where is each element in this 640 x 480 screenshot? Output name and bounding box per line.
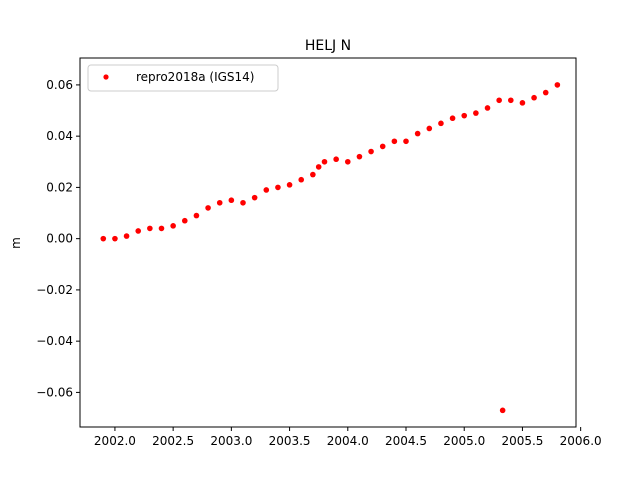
data-point <box>321 158 328 165</box>
data-point <box>158 225 165 232</box>
data-point <box>205 205 211 211</box>
x-tick-label: 2004.5 <box>385 434 427 448</box>
x-tick-label: 2005.5 <box>501 434 543 448</box>
x-tick-label: 2002.0 <box>94 434 136 448</box>
x-tick-label: 2003.5 <box>269 434 311 448</box>
data-point <box>240 199 246 206</box>
y-axis: −0.06 −0.04 −0.02 0.00 0.02 0.04 0.06 <box>36 78 80 399</box>
plot-frame <box>79 57 577 428</box>
x-tick-label: 2003.0 <box>210 434 252 448</box>
data-point <box>123 233 130 239</box>
x-axis: 2002.0 2002.5 2003.0 2003.5 2004.0 2004.5 2005… <box>94 427 602 448</box>
data-point <box>484 105 491 111</box>
x-tick-label: 2002.5 <box>152 434 194 448</box>
y-tick-label: 0.04 <box>46 129 73 143</box>
chart-title: HELJ N <box>305 38 351 54</box>
legend-label: repro2018a (IGS14) <box>136 70 254 84</box>
data-point <box>275 184 281 191</box>
data-point <box>100 235 107 242</box>
y-tick-label: 0.00 <box>46 232 73 246</box>
data-point <box>263 187 270 193</box>
data-point <box>181 217 188 224</box>
data-point <box>315 164 322 170</box>
x-tick-label: 2004.0 <box>327 434 369 448</box>
data-point <box>298 176 305 183</box>
data-point <box>135 228 142 234</box>
data-point <box>531 94 537 101</box>
legend: repro2018a (IGS14) <box>87 64 279 92</box>
data-point <box>554 82 561 88</box>
y-axis-label: m <box>9 237 23 249</box>
y-tick-label: −0.02 <box>36 283 73 297</box>
data-point <box>414 130 421 137</box>
data-point <box>112 235 118 242</box>
data-point <box>519 100 526 106</box>
data-point <box>499 407 506 414</box>
y-tick-label: −0.04 <box>36 334 73 348</box>
data-point <box>356 153 363 160</box>
data-point <box>542 89 549 96</box>
data-point <box>286 182 293 188</box>
data-point <box>216 199 223 206</box>
data-point <box>170 223 176 229</box>
data-point <box>473 110 479 116</box>
legend-box <box>87 64 279 92</box>
x-tick-label: 2005.0 <box>443 434 485 448</box>
x-tick-label: 2006.0 <box>560 434 602 448</box>
data-point <box>333 156 339 163</box>
data-point <box>344 158 351 165</box>
y-tick-label: 0.02 <box>46 180 73 194</box>
data-point <box>449 115 456 122</box>
y-tick-label: −0.06 <box>36 385 73 399</box>
data-point <box>403 138 409 145</box>
data-point <box>391 138 398 145</box>
data-point <box>496 97 502 104</box>
data-point <box>379 143 386 150</box>
data-point <box>251 194 258 201</box>
y-tick-label: 0.06 <box>46 78 73 92</box>
data-point <box>426 125 433 132</box>
data-point <box>508 97 514 104</box>
data-point <box>461 112 468 119</box>
data-point <box>228 197 235 204</box>
data-point <box>368 148 374 155</box>
plot-area <box>100 82 561 414</box>
legend-marker <box>103 74 109 80</box>
data-point <box>147 225 153 232</box>
data-point <box>310 171 316 178</box>
data-point <box>193 212 200 219</box>
data-point <box>438 120 444 127</box>
